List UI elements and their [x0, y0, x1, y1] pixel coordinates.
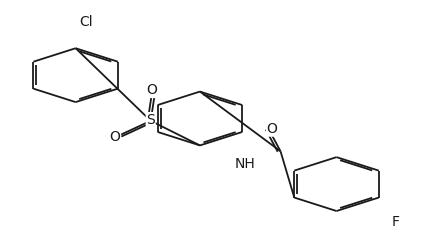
Text: O: O [109, 130, 120, 144]
Text: NH: NH [234, 157, 255, 171]
Text: O: O [146, 83, 157, 97]
Text: O: O [266, 122, 277, 136]
Text: S: S [146, 113, 155, 127]
Text: O: O [146, 83, 157, 97]
Text: NH: NH [234, 157, 255, 171]
Text: O: O [109, 130, 120, 144]
Text: Cl: Cl [79, 15, 93, 29]
Text: Cl: Cl [79, 15, 93, 29]
Text: F: F [391, 214, 399, 228]
Text: F: F [391, 214, 399, 228]
Text: O: O [266, 122, 277, 136]
Text: S: S [146, 113, 155, 127]
